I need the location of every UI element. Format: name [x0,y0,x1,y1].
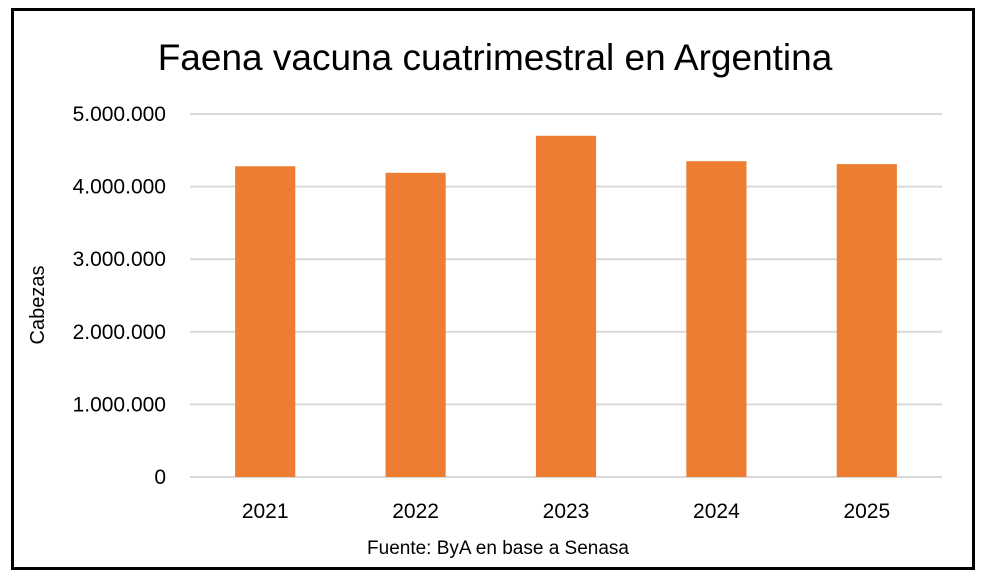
bar-2022 [385,172,446,477]
y-tick-label: 2.000.000 [73,321,166,344]
y-tick-label: 5.000.000 [73,103,166,126]
bar-2023 [535,135,597,477]
y-axis-tick-labels: 0 1.000.000 2.000.000 3.000.000 4.000.000 5.0… [73,103,166,489]
x-tick-label: 2021 [242,500,289,523]
chart-title: Faena vacuna cuatrimestral en Argentina [158,37,833,78]
bar-2024 [686,161,747,477]
bar-chart: Faena vacuna cuatrimestral en Argentina … [27,37,942,559]
bar-2025 [836,164,897,477]
bars [235,135,897,477]
source-note: Fuente: ByA en base a Senasa [367,538,629,559]
y-tick-label: 1.000.000 [73,393,166,416]
y-tick-label: 3.000.000 [73,248,166,271]
chart-frame: Faena vacuna cuatrimestral en Argentina … [11,8,975,570]
y-axis-title: Cabezas [27,266,49,345]
x-tick-label: 2022 [392,500,439,523]
bar-2021 [235,166,296,477]
x-tick-label: 2025 [843,500,890,523]
x-tick-label: 2024 [693,500,740,523]
y-tick-label: 4.000.000 [73,176,166,199]
y-tick-label: 0 [154,466,166,489]
x-tick-label: 2023 [543,500,590,523]
x-axis-tick-labels: 2021 2022 2023 2024 2025 [242,500,890,523]
